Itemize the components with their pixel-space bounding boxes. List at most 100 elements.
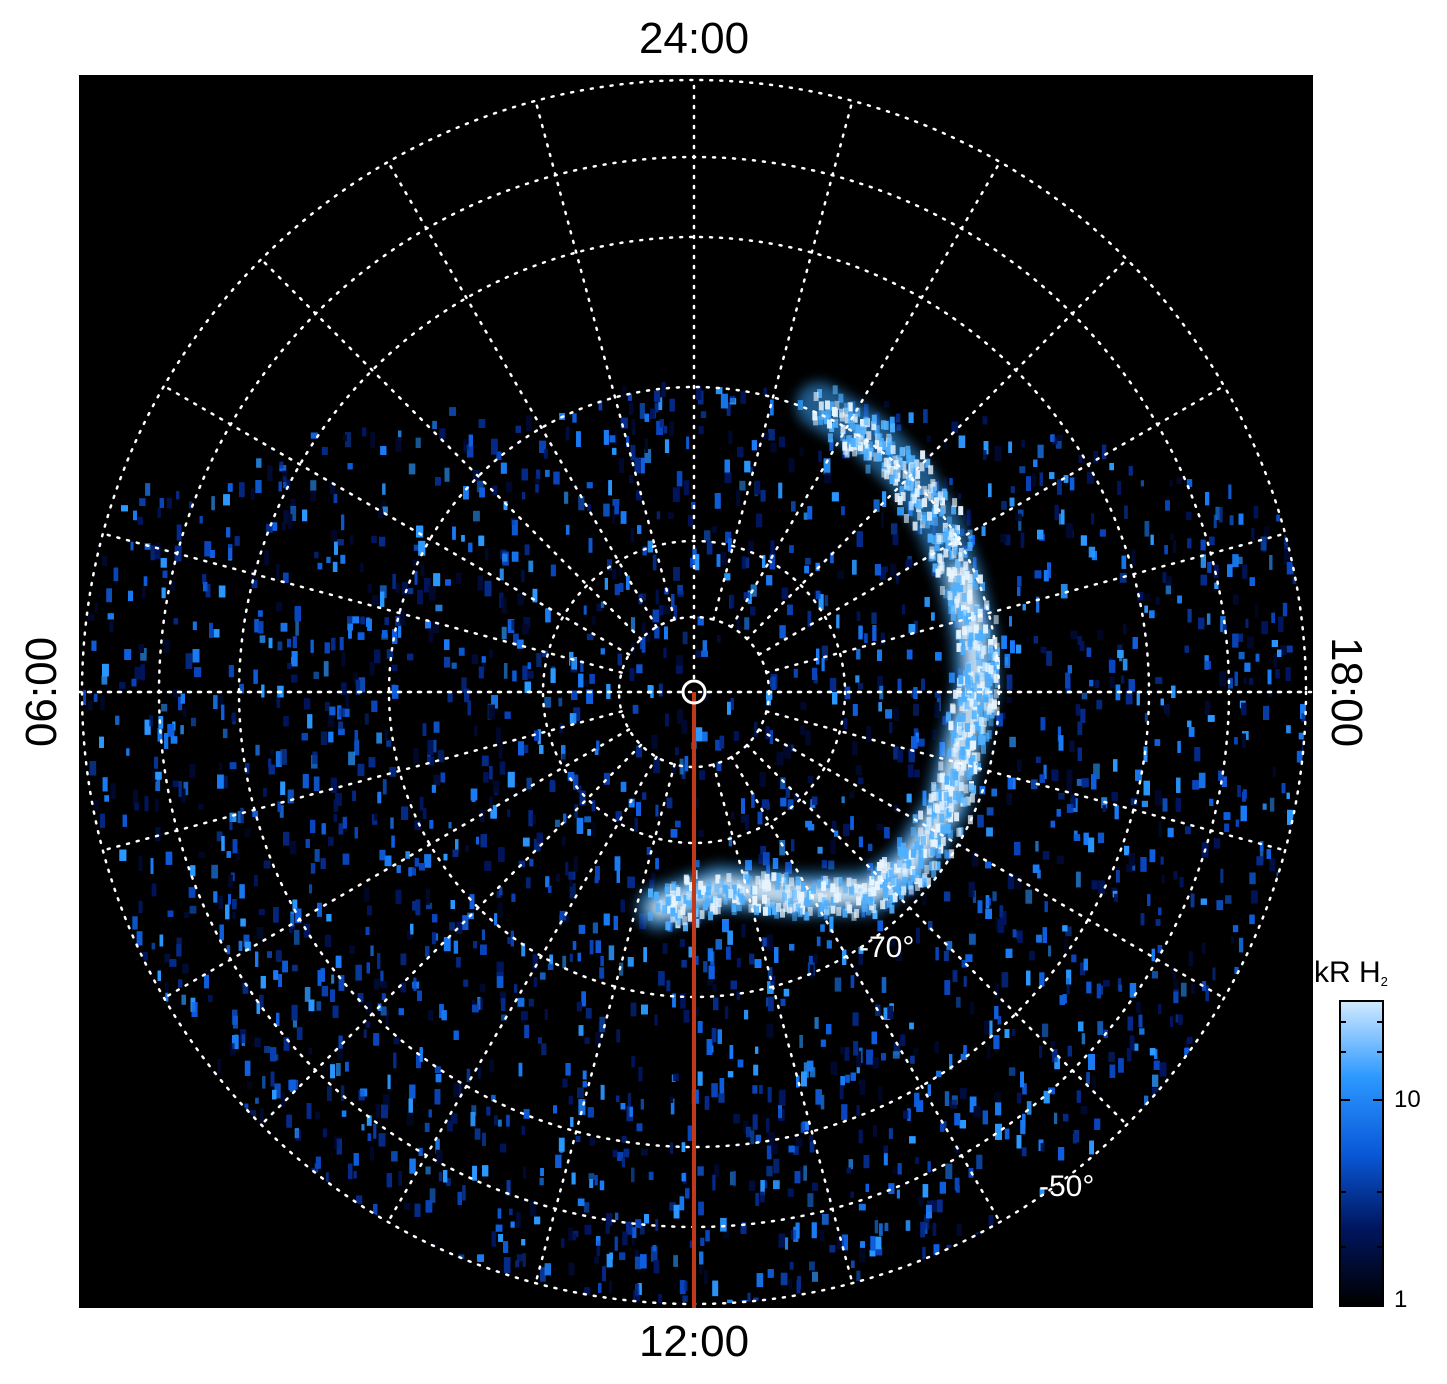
emission-pixel: [995, 1102, 1002, 1116]
emission-pixel: [1057, 479, 1062, 495]
emission-pixel: [310, 480, 317, 491]
emission-pixel: [431, 784, 436, 793]
emission-pixel: [644, 449, 652, 463]
emission-pixel: [876, 823, 884, 831]
emission-pixel: [600, 601, 605, 608]
emission-pixel: [323, 661, 329, 677]
emission-pixel: [874, 1220, 879, 1234]
emission-pixel: [1118, 1058, 1124, 1073]
emission-pixel: [1234, 966, 1239, 975]
emission-pixel: [906, 649, 913, 660]
emission-pixel: [1253, 505, 1259, 519]
emission-pixel: [568, 871, 576, 880]
emission-pixel: [369, 662, 375, 676]
emission-pixel: [352, 616, 360, 624]
emission-pixel: [695, 955, 699, 965]
emission-pixel: [856, 1105, 860, 1116]
emission-pixel: [905, 1220, 911, 1231]
emission-pixel: [1261, 621, 1268, 635]
emission-pixel: [1286, 645, 1293, 653]
emission-pixel: [305, 839, 310, 848]
emission-pixel: [780, 797, 787, 807]
emission-pixel: [232, 911, 236, 920]
emission-pixel: [834, 830, 839, 837]
emission-pixel: [1243, 677, 1247, 684]
emission-pixel: [630, 1002, 637, 1017]
emission-pixel: [416, 1053, 422, 1069]
emission-pixel: [742, 557, 750, 569]
emission-pixel: [499, 761, 506, 775]
emission-pixel: [371, 535, 377, 543]
emission-pixel: [1025, 889, 1033, 904]
emission-pixel: [1026, 970, 1031, 986]
emission-pixel: [1136, 692, 1140, 706]
emission-pixel: [1014, 874, 1022, 890]
emission-pixel: [389, 766, 397, 777]
emission-pixel: [363, 1029, 367, 1038]
emission-pixel: [280, 622, 288, 632]
emission-pixel: [1180, 982, 1187, 997]
emission-pixel: [828, 860, 835, 870]
emission-pixel: [150, 858, 154, 874]
emission-pixel: [954, 1113, 961, 1126]
emission-pixel: [698, 830, 704, 837]
emission-pixel: [1054, 504, 1059, 521]
emission-pixel: [216, 831, 223, 842]
emission-pixel: [504, 711, 511, 719]
emission-pixel: [425, 621, 431, 629]
emission-pixel: [165, 992, 169, 1002]
emission-pixel: [484, 861, 492, 871]
emission-pixel: [226, 851, 231, 858]
emission-pixel: [606, 1213, 613, 1226]
emission-pixel: [931, 612, 935, 621]
emission-pixel: [589, 1137, 596, 1146]
emission-pixel: [642, 792, 647, 800]
emission-pixel: [681, 959, 687, 968]
emission-pixel: [644, 438, 648, 453]
emission-pixel: [1096, 699, 1103, 710]
emission-pixel: [198, 851, 205, 859]
emission-pixel: [1165, 576, 1173, 586]
emission-pixel: [407, 588, 414, 595]
emission-pixel: [767, 967, 773, 980]
emission-pixel: [670, 1142, 674, 1154]
emission-pixel: [1036, 596, 1040, 613]
emission-pixel: [1134, 1043, 1139, 1051]
emission-pixel: [348, 751, 355, 766]
emission-pixel: [815, 1089, 822, 1105]
emission-pixel: [739, 480, 746, 491]
emission-pixel: [1278, 616, 1284, 632]
emission-pixel: [106, 588, 112, 603]
emission-pixel: [303, 698, 311, 710]
emission-pixel: [222, 728, 228, 739]
emission-pixel: [1097, 1021, 1104, 1035]
emission-pixel: [379, 849, 386, 861]
emission-pixel: [124, 649, 132, 660]
emission-pixel: [115, 715, 120, 725]
emission-pixel: [145, 483, 151, 496]
emission-pixel: [335, 955, 342, 968]
emission-pixel: [283, 831, 290, 846]
emission-pixel: [333, 814, 337, 822]
emission-pixel: [665, 713, 669, 727]
emission-pixel: [703, 961, 708, 973]
emission-pixel: [814, 1017, 819, 1029]
emission-pixel: [138, 900, 143, 914]
emission-pixel: [673, 1255, 678, 1267]
emission-pixel: [1155, 596, 1160, 605]
emission-pixel: [760, 490, 766, 502]
emission-pixel: [503, 1241, 509, 1253]
emission-pixel: [1088, 837, 1095, 853]
emission-pixel: [450, 900, 455, 909]
emission-pixel: [489, 766, 493, 780]
emission-pixel: [180, 693, 185, 704]
emission-pixel: [884, 1222, 889, 1232]
emission-pixel: [1010, 640, 1015, 654]
emission-pixel: [923, 409, 928, 424]
emission-pixel: [719, 735, 725, 749]
emission-pixel: [820, 1039, 826, 1047]
emission-pixel: [785, 1237, 789, 1250]
emission-pixel: [1049, 472, 1055, 479]
emission-pixel: [1124, 505, 1128, 519]
emission-pixel: [365, 926, 370, 935]
